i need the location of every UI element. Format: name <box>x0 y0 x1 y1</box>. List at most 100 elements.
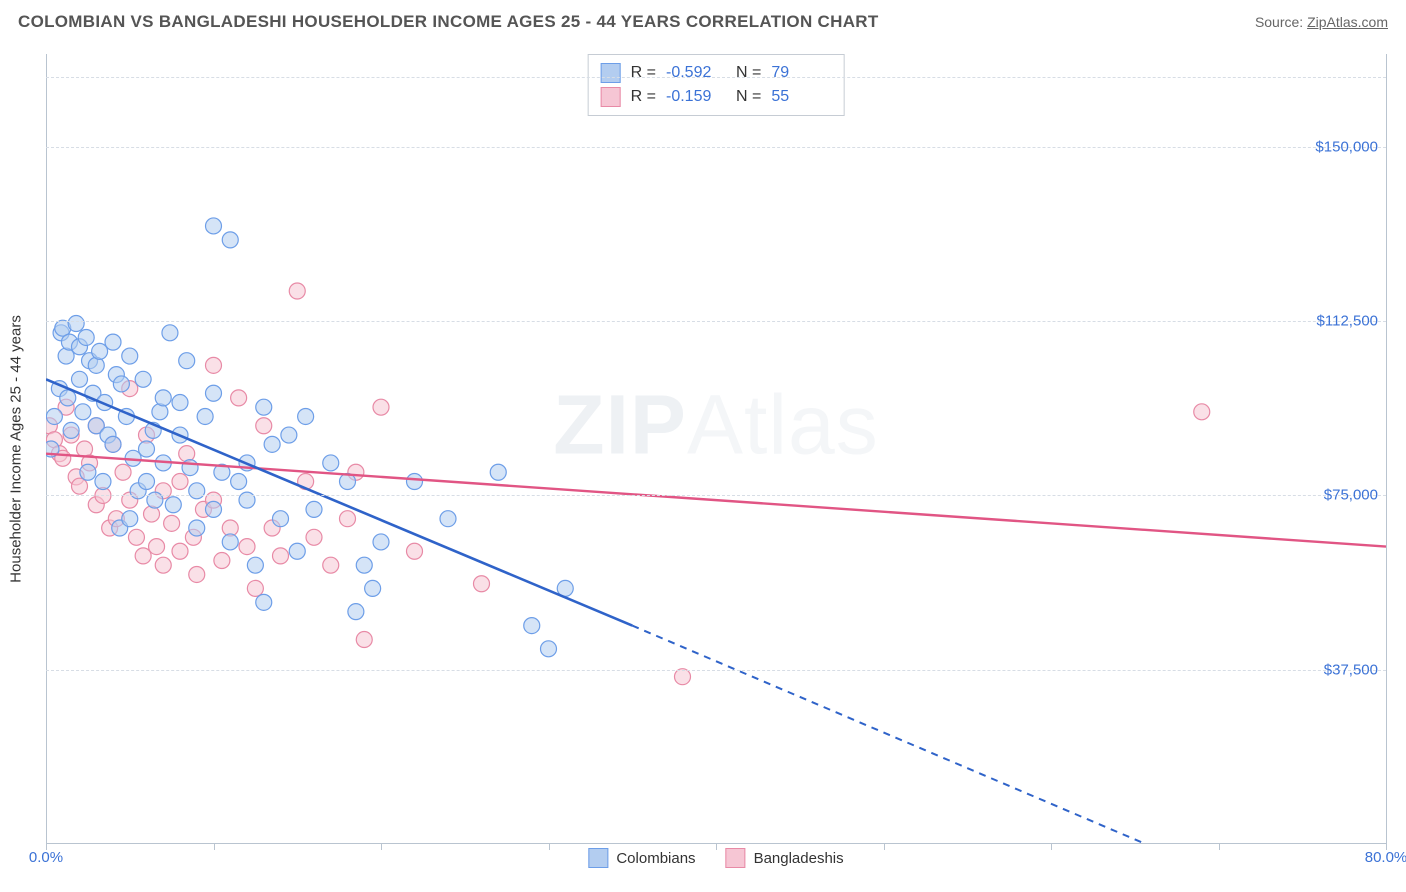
scatter-point <box>1194 404 1210 420</box>
scatter-point <box>524 618 540 634</box>
source-link[interactable]: ZipAtlas.com <box>1307 14 1388 30</box>
scatter-point <box>135 371 151 387</box>
swatch-pink <box>601 87 621 107</box>
grid-line <box>46 670 1386 671</box>
x-tick <box>214 844 215 850</box>
grid-line <box>46 147 1386 148</box>
y-tick-label: $112,500 <box>1317 313 1378 330</box>
scatter-point <box>139 474 155 490</box>
scatter-point <box>289 283 305 299</box>
scatter-point <box>179 446 195 462</box>
scatter-point <box>281 427 297 443</box>
scatter-point <box>72 478 88 494</box>
scatter-point <box>182 460 198 476</box>
scatter-point <box>128 529 144 545</box>
scatter-point <box>172 543 188 559</box>
scatter-point <box>144 506 160 522</box>
y-axis-label: Householder Income Ages 25 - 44 years <box>8 315 25 583</box>
scatter-point <box>78 329 94 345</box>
chart-svg <box>46 54 1386 844</box>
scatter-point <box>189 520 205 536</box>
y-tick-label: $37,500 <box>1324 661 1378 678</box>
scatter-point <box>373 534 389 550</box>
scatter-point <box>115 464 131 480</box>
scatter-point <box>407 474 423 490</box>
bottom-legend: Colombians Bangladeshis <box>588 848 843 868</box>
scatter-point <box>46 408 62 424</box>
legend-item-colombians: Colombians <box>588 848 695 868</box>
scatter-point <box>72 371 88 387</box>
scatter-point <box>373 399 389 415</box>
x-tick <box>1051 844 1052 850</box>
scatter-point <box>541 641 557 657</box>
scatter-point <box>273 548 289 564</box>
scatter-point <box>172 395 188 411</box>
swatch-pink <box>726 848 746 868</box>
scatter-point <box>239 539 255 555</box>
scatter-point <box>256 418 272 434</box>
scatter-point <box>206 501 222 517</box>
scatter-point <box>63 422 79 438</box>
scatter-point <box>474 576 490 592</box>
scatter-point <box>247 557 263 573</box>
scatter-point <box>172 474 188 490</box>
scatter-point <box>164 515 180 531</box>
scatter-point <box>155 390 171 406</box>
scatter-point <box>152 404 168 420</box>
scatter-point <box>222 534 238 550</box>
scatter-point <box>105 334 121 350</box>
scatter-point <box>206 357 222 373</box>
scatter-point <box>179 353 195 369</box>
scatter-point <box>149 539 165 555</box>
stat-row-colombians: R =-0.592 N =79 <box>601 61 832 85</box>
grid-line <box>46 321 1386 322</box>
y-tick-label: $150,000 <box>1315 138 1378 155</box>
scatter-point <box>323 557 339 573</box>
scatter-point <box>197 408 213 424</box>
x-tick <box>381 844 382 850</box>
scatter-point <box>231 390 247 406</box>
scatter-point <box>122 511 138 527</box>
scatter-plot-area: ZIPAtlas Householder Income Ages 25 - 44… <box>46 54 1387 844</box>
scatter-point <box>256 399 272 415</box>
scatter-point <box>365 580 381 596</box>
scatter-point <box>306 501 322 517</box>
scatter-point <box>80 464 96 480</box>
scatter-point <box>92 343 108 359</box>
x-tick <box>1219 844 1220 850</box>
swatch-blue <box>601 63 621 83</box>
legend-item-bangladeshis: Bangladeshis <box>726 848 844 868</box>
scatter-point <box>206 218 222 234</box>
scatter-point <box>88 357 104 373</box>
chart-title: COLOMBIAN VS BANGLADESHI HOUSEHOLDER INC… <box>18 12 879 31</box>
scatter-point <box>306 529 322 545</box>
x-tick <box>884 844 885 850</box>
scatter-point <box>95 474 111 490</box>
scatter-point <box>490 464 506 480</box>
scatter-point <box>214 553 230 569</box>
source-attribution: Source: ZipAtlas.com <box>1255 14 1388 30</box>
scatter-point <box>165 497 181 513</box>
scatter-point <box>289 543 305 559</box>
scatter-point <box>139 441 155 457</box>
grid-line <box>46 77 1386 78</box>
grid-line <box>46 495 1386 496</box>
x-tick <box>716 844 717 850</box>
scatter-point <box>135 548 151 564</box>
scatter-point <box>68 316 84 332</box>
scatter-point <box>58 348 74 364</box>
scatter-point <box>407 543 423 559</box>
x-tick-label: 80.0% <box>1365 849 1406 866</box>
correlation-stats-box: R =-0.592 N =79 R =-0.159 N =55 <box>588 54 845 116</box>
y-tick-label: $75,000 <box>1324 487 1378 504</box>
scatter-point <box>340 511 356 527</box>
scatter-point <box>206 385 222 401</box>
scatter-point <box>264 436 280 452</box>
scatter-point <box>75 404 91 420</box>
scatter-point <box>356 557 372 573</box>
scatter-point <box>189 566 205 582</box>
x-tick-label: 0.0% <box>29 849 63 866</box>
scatter-point <box>356 632 372 648</box>
scatter-point <box>256 594 272 610</box>
scatter-point <box>222 232 238 248</box>
